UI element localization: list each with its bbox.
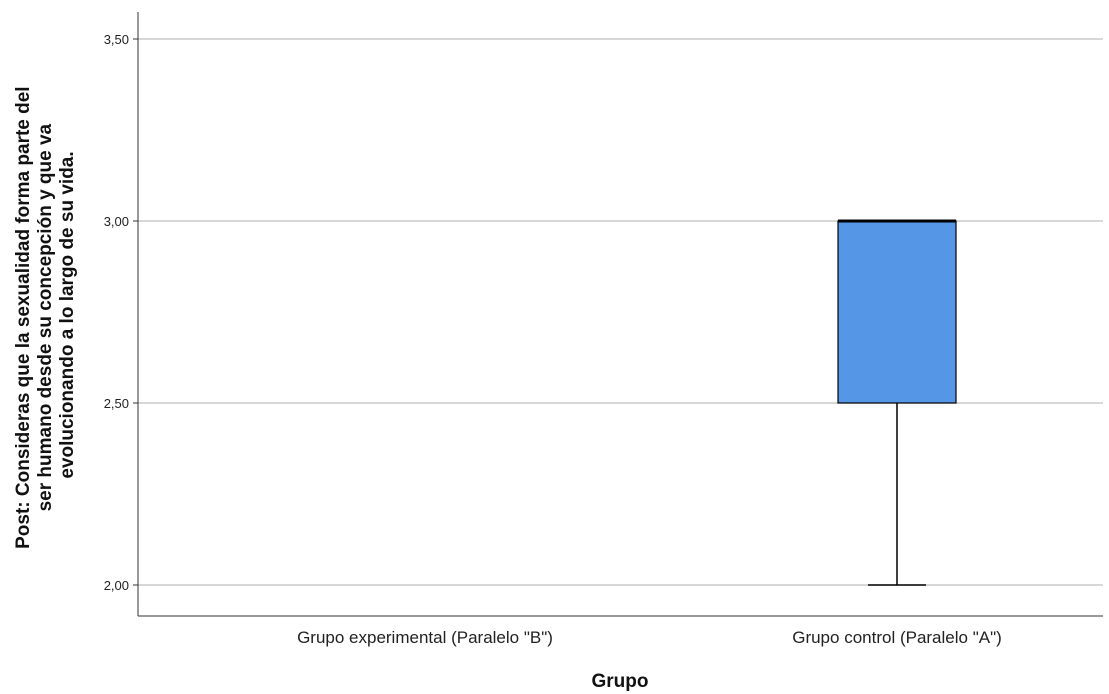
grid-lines [138,0,1103,585]
axes [138,12,1103,616]
y-axis-title-line-1: Post: Consideras que la sexualidad forma… [13,86,34,548]
iqr-box [838,221,956,403]
x-tick-label: Grupo control (Paralelo "A") [792,628,1002,647]
y-tick-label: 3,00 [104,214,129,229]
boxes: 2318 [366,0,956,585]
box-group: 2318 [838,0,956,585]
y-axis-title-line-3: evolucionando a lo largo de su vida. [57,151,78,478]
x-tick-labels: Grupo experimental (Paralelo "B") Grupo c… [297,628,1002,647]
y-axis-title-line-2: ser humano desde su concepción y que va [35,123,56,511]
y-tick-label: 2,00 [104,578,129,593]
y-tick-label: 2,50 [104,396,129,411]
x-axis-title: Grupo [592,671,649,692]
y-tick-label: 3,50 [104,32,129,47]
x-tick-label: Grupo experimental (Paralelo "B") [297,628,553,647]
y-axis-title: Post: Consideras que la sexualidad forma… [13,81,78,549]
y-tick-labels: 2,002,503,003,504,004,505,00 [104,0,138,593]
